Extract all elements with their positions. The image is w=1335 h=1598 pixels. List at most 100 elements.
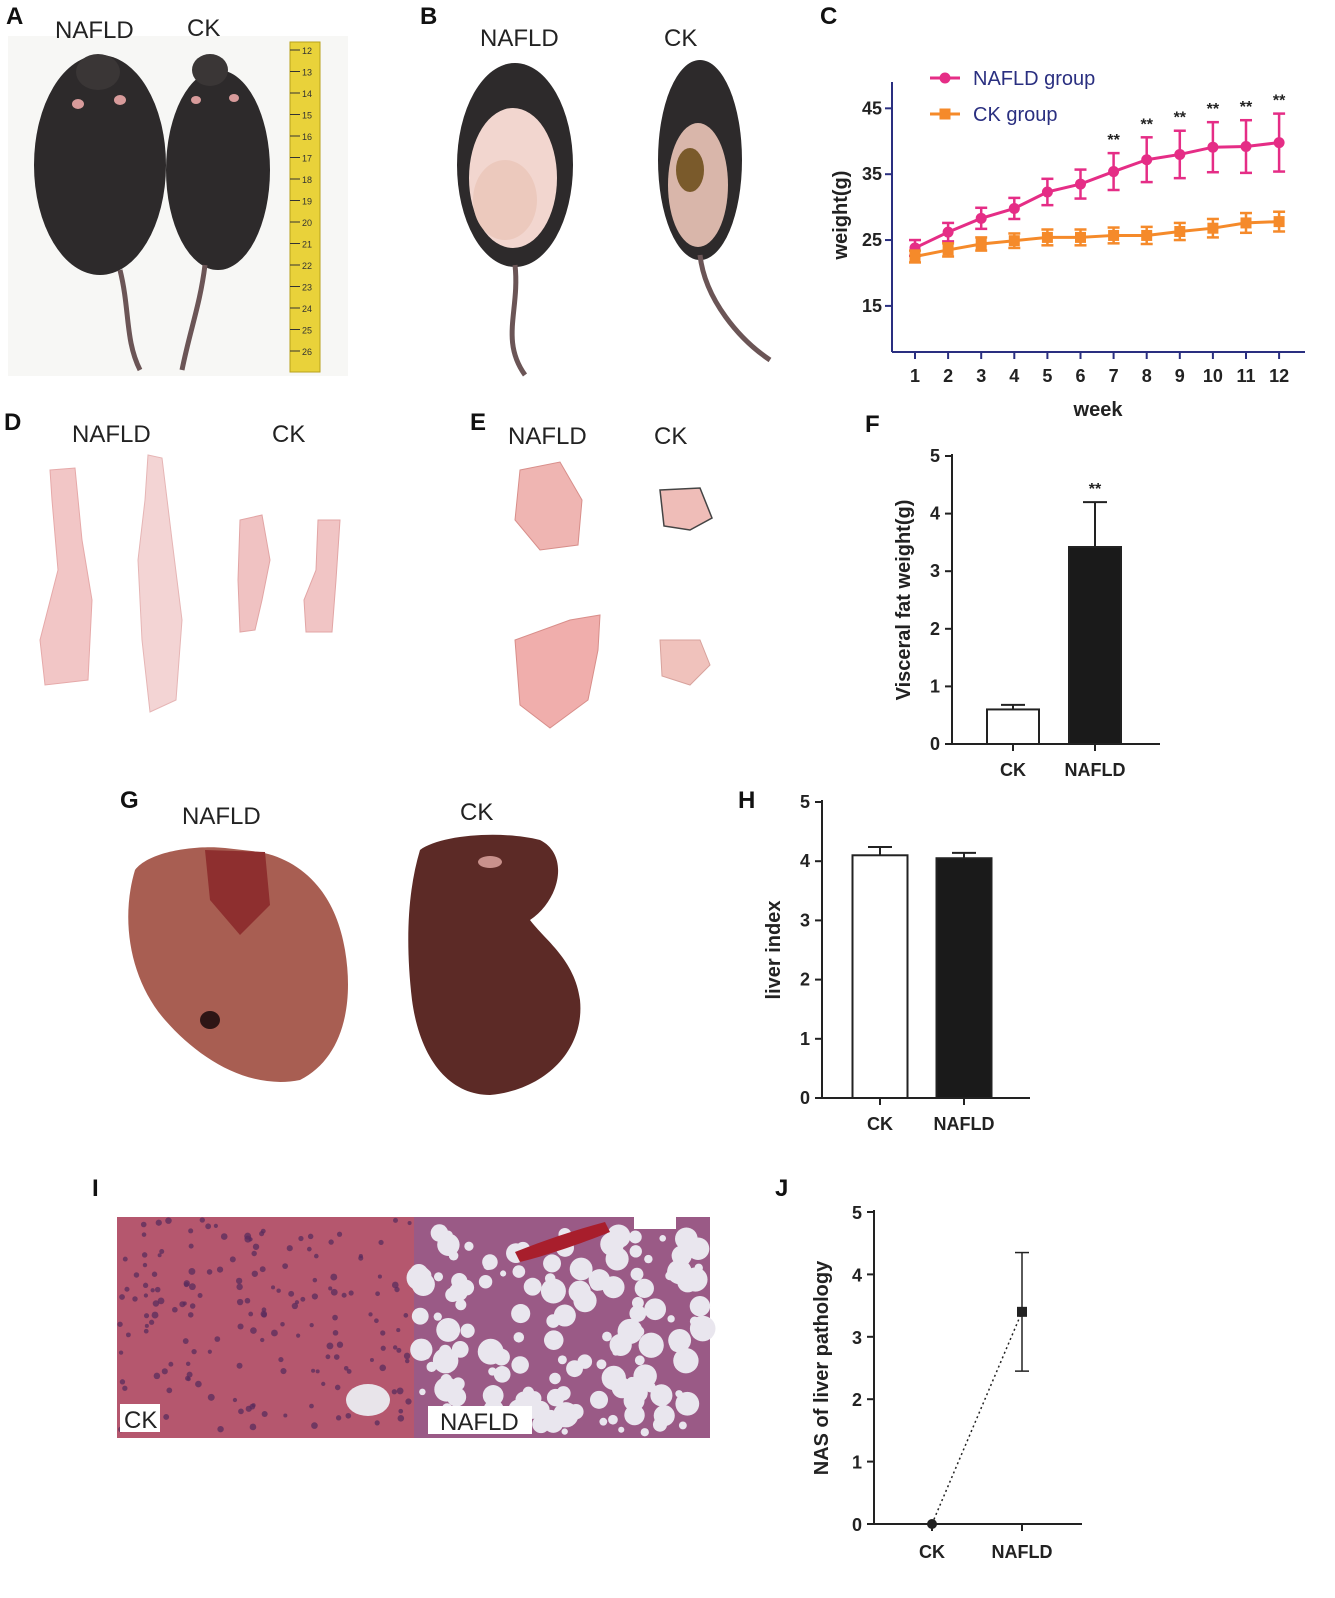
nucleus-dot	[312, 1277, 318, 1283]
nucleus-dot	[195, 1380, 202, 1388]
lipid-vacuole	[546, 1388, 565, 1407]
nucleus-dot	[380, 1345, 386, 1351]
nucleus-dot	[286, 1245, 293, 1252]
lipid-vacuole	[577, 1286, 587, 1296]
y-tick-label: 4	[800, 851, 810, 871]
nucleus-dot	[229, 1256, 236, 1263]
nucleus-dot	[163, 1414, 170, 1420]
nucleus-dot	[278, 1357, 284, 1363]
data-point-nafld	[942, 226, 954, 238]
nucleus-dot	[335, 1415, 342, 1421]
lipid-vacuole	[451, 1341, 469, 1358]
blood-vessel	[515, 1222, 610, 1262]
nucleus-dot	[250, 1327, 257, 1334]
significance-mark: **	[1089, 481, 1102, 498]
nucleus-dot	[397, 1415, 405, 1422]
lipid-vacuole	[667, 1315, 675, 1323]
lipid-vacuole	[544, 1273, 556, 1284]
lipid-vacuole	[561, 1428, 568, 1435]
panel-letter-c: C	[820, 3, 837, 30]
nucleus-dot	[396, 1328, 401, 1333]
nucleus-dot	[315, 1369, 320, 1374]
nucleus-dot	[122, 1256, 128, 1262]
nucleus-dot	[206, 1269, 213, 1275]
lipid-vacuole	[630, 1267, 644, 1281]
lipid-vacuole	[638, 1332, 664, 1358]
lipid-vacuole	[634, 1355, 645, 1366]
nucleus-dot	[217, 1425, 224, 1433]
nucleus-dot	[405, 1358, 410, 1364]
nucleus-dot	[396, 1387, 404, 1395]
panel-d: D NAFLD CK	[4, 409, 341, 713]
histology-nafld-label-box	[428, 1406, 532, 1434]
lipid-vacuole	[573, 1289, 597, 1313]
nucleus-dot	[358, 1255, 364, 1261]
data-point-nafld	[1207, 141, 1219, 153]
ruler-tick-label: 22	[302, 261, 312, 271]
significance-mark: **	[1207, 101, 1220, 118]
nucleus-dot	[283, 1413, 288, 1418]
nucleus-dot	[119, 1294, 125, 1300]
lipid-vacuole	[596, 1359, 607, 1370]
panel-letter-f: F	[865, 411, 880, 438]
x-tick-label: 9	[1175, 366, 1185, 386]
nucleus-dot	[375, 1291, 380, 1297]
ruler-tick-label: 25	[302, 326, 312, 336]
lipid-vacuole	[433, 1272, 444, 1282]
data-point-ck	[1273, 216, 1285, 228]
nucleus-dot	[300, 1296, 306, 1302]
nucleus-dot	[237, 1323, 244, 1330]
lipid-vacuole	[410, 1338, 433, 1361]
nucleus-dot	[185, 1361, 191, 1367]
chart-nas-score: 0 1 2 3 4 5 CK NAFLD NAS of liver pathology	[811, 1203, 1082, 1562]
nucleus-dot	[330, 1288, 338, 1296]
y-tick-label: 3	[800, 910, 810, 930]
nucleus-dot	[403, 1352, 411, 1360]
nucleus-dot	[252, 1243, 260, 1250]
data-point-ck	[927, 1519, 937, 1529]
nucleus-dot	[119, 1379, 126, 1385]
nucleus-dot	[244, 1297, 251, 1304]
nucleus-dot	[377, 1274, 382, 1279]
lipid-vacuole	[464, 1241, 474, 1251]
significance-mark: **	[1107, 132, 1120, 149]
nucleus-dot	[311, 1422, 318, 1429]
y-tick-label: 3	[930, 561, 940, 581]
lipid-vacuole	[549, 1372, 561, 1385]
ruler-tick-label: 23	[302, 283, 312, 293]
nucleus-dot	[260, 1337, 265, 1343]
bar-nafld	[1068, 546, 1122, 745]
photo-e-label-nafld: NAFLD	[508, 423, 587, 450]
lipid-vacuole	[426, 1361, 437, 1372]
data-point-nafld	[1108, 166, 1120, 178]
nucleus-dot	[251, 1270, 258, 1277]
dotted-connector	[931, 1311, 1023, 1525]
y-tick-label: 45	[862, 98, 882, 118]
nucleus-dot	[183, 1281, 189, 1288]
nucleus-dot	[186, 1371, 193, 1378]
nucleus-dot	[345, 1412, 352, 1419]
y-tick-label: 2	[852, 1390, 862, 1410]
lipid-vacuole	[628, 1230, 642, 1244]
lipid-vacuole	[624, 1404, 645, 1426]
lipid-vacuole	[601, 1365, 626, 1391]
series-line-ck	[914, 220, 1280, 258]
nucleus-dot	[151, 1271, 158, 1277]
y-tick-label: 1	[930, 676, 940, 696]
nucleus-dot	[379, 1364, 387, 1372]
nucleus-dot	[187, 1312, 194, 1318]
nucleus-dot	[152, 1300, 160, 1307]
x-tick-label: 3	[976, 366, 986, 386]
photo-g-label-nafld: NAFLD	[182, 803, 261, 830]
lipid-vacuole	[557, 1355, 567, 1365]
data-point-nafld	[1075, 178, 1086, 190]
nucleus-dot	[189, 1283, 196, 1291]
y-tick-label: 4	[852, 1265, 862, 1285]
panel-letter-a: A	[6, 3, 23, 30]
panel-g: G NAFLD CK	[120, 787, 581, 1095]
lipid-vacuole	[500, 1270, 507, 1277]
nucleus-dot	[207, 1349, 212, 1354]
lipid-vacuole	[678, 1421, 687, 1430]
lipid-vacuole	[451, 1377, 465, 1391]
lipid-vacuole	[629, 1305, 647, 1322]
